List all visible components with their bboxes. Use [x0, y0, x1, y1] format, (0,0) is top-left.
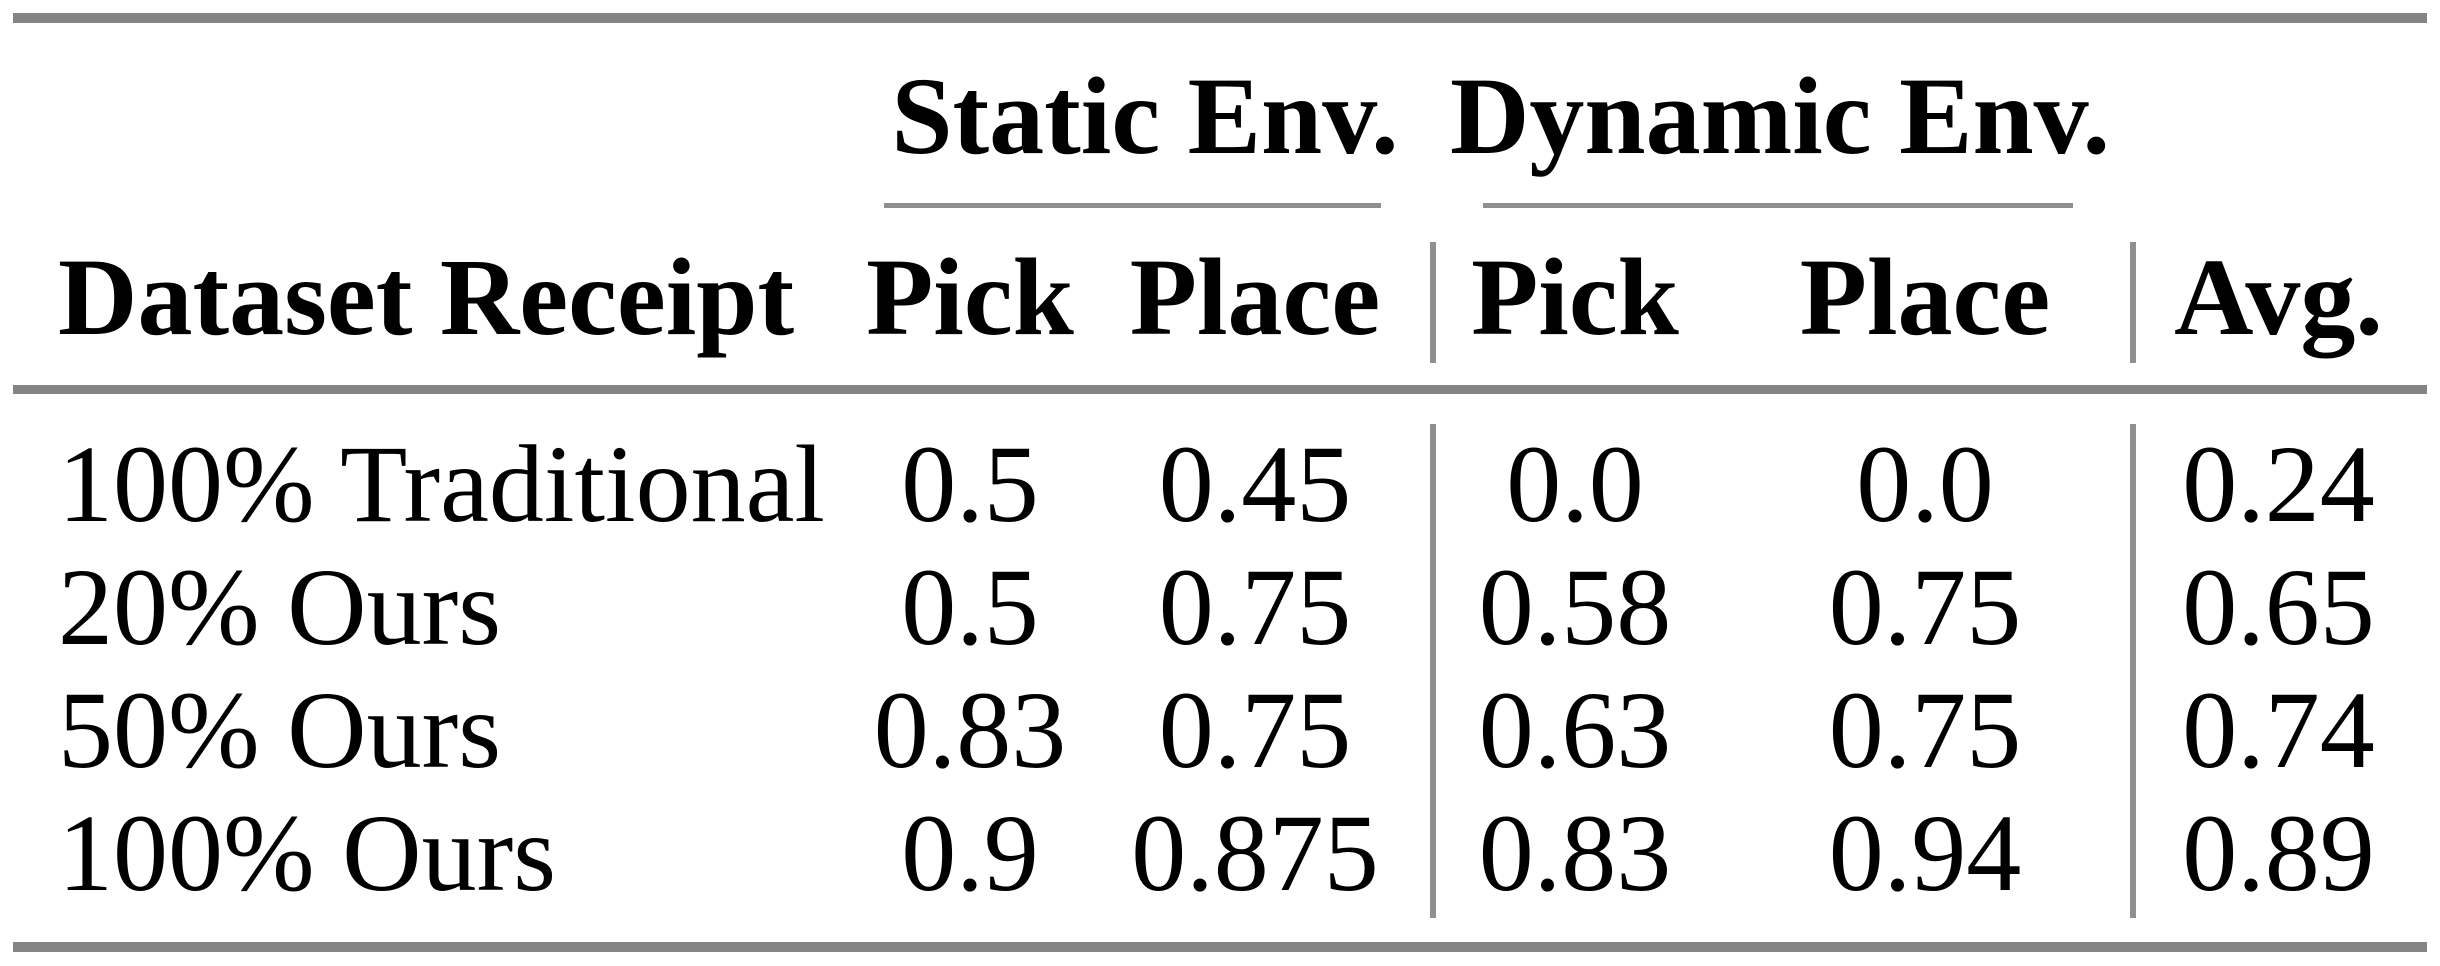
column-header-dataset-receipt: Dataset Receipt — [58, 235, 795, 358]
cell-dynamic-pick: 0.63 — [1478, 668, 1672, 791]
cell-static-pick: 0.5 — [901, 422, 1039, 545]
table-row: 50% Ours 0.83 0.75 0.63 0.75 0.74 — [13, 668, 2427, 791]
cell-static-place: 0.45 — [1158, 422, 1352, 545]
cell-avg: 0.24 — [2182, 422, 2375, 545]
cell-static-place: 0.75 — [1158, 668, 1352, 791]
group-header-empty-avg — [2130, 23, 2427, 208]
column-header-row: Dataset Receipt Pick Place Pick Place Av… — [13, 208, 2427, 385]
cell-avg: 0.74 — [2182, 668, 2375, 791]
vertical-rule-1-body — [1430, 424, 1436, 918]
cell-dataset-receipt: 20% Ours — [58, 545, 502, 668]
column-header-static-place: Place — [1129, 235, 1381, 358]
cell-dataset-receipt: 100% Ours — [58, 791, 557, 914]
group-header-row: Static Env. Dynamic Env. — [13, 23, 2427, 208]
column-header-avg: Avg. — [2174, 235, 2383, 358]
group-header-dynamic-env: Dynamic Env. — [1449, 54, 2111, 177]
group-header-static-env: Static Env. — [891, 54, 1399, 177]
vertical-rule-2-body — [2130, 424, 2136, 918]
cell-dynamic-place: 0.75 — [1828, 545, 2022, 668]
vertical-rule-1-header — [1430, 242, 1436, 363]
table-row: 100% Traditional 0.5 0.45 0.0 0.0 0.24 — [13, 422, 2427, 545]
cell-dynamic-pick: 0.83 — [1478, 791, 1672, 914]
table-mid-rule — [13, 385, 2427, 394]
cell-static-pick: 0.9 — [901, 791, 1039, 914]
table-top-rule — [13, 13, 2427, 23]
column-header-dynamic-pick: Pick — [1471, 235, 1679, 358]
table-bottom-rule — [13, 942, 2427, 952]
cell-avg: 0.65 — [2182, 545, 2375, 668]
cell-dataset-receipt: 50% Ours — [58, 668, 502, 791]
cell-avg: 0.89 — [2182, 791, 2375, 914]
cell-dynamic-pick: 0.58 — [1478, 545, 1672, 668]
table-row: 100% Ours 0.9 0.875 0.83 0.94 0.89 — [13, 791, 2427, 914]
group-header-empty — [13, 23, 860, 208]
cell-dataset-receipt: 100% Traditional — [58, 422, 825, 545]
cell-dynamic-place: 0.94 — [1828, 791, 2022, 914]
cell-dynamic-pick: 0.0 — [1506, 422, 1644, 545]
static-env-cmidrule — [884, 203, 1381, 208]
cell-static-place: 0.875 — [1131, 791, 1379, 914]
column-header-dynamic-place: Place — [1799, 235, 2051, 358]
results-table: Static Env. Dynamic Env. Dataset Receipt… — [13, 23, 2427, 914]
cell-dynamic-place: 0.0 — [1856, 422, 1994, 545]
vertical-rule-2-header — [2130, 242, 2136, 363]
column-header-static-pick: Pick — [866, 235, 1074, 358]
table-row: 20% Ours 0.5 0.75 0.58 0.75 0.65 — [13, 545, 2427, 668]
cell-dynamic-place: 0.75 — [1828, 668, 2022, 791]
cell-static-pick: 0.5 — [901, 545, 1039, 668]
spacer-row — [13, 385, 2427, 422]
dynamic-env-cmidrule — [1483, 203, 2073, 208]
cell-static-place: 0.75 — [1158, 545, 1352, 668]
cell-static-pick: 0.83 — [873, 668, 1067, 791]
